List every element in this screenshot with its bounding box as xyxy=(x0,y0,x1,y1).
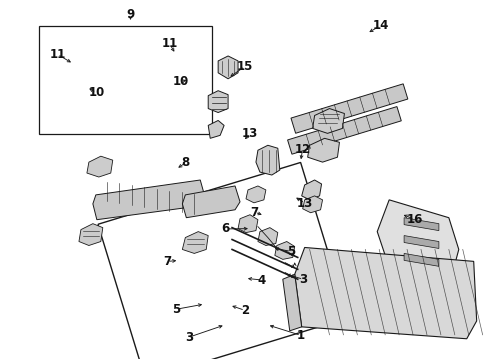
Polygon shape xyxy=(246,186,266,203)
Text: 12: 12 xyxy=(294,143,311,156)
Polygon shape xyxy=(288,107,401,154)
Polygon shape xyxy=(79,224,103,246)
Polygon shape xyxy=(182,231,208,253)
Text: 10: 10 xyxy=(88,86,104,99)
Polygon shape xyxy=(303,196,322,213)
Text: 4: 4 xyxy=(258,274,266,287)
Polygon shape xyxy=(404,218,439,231)
Polygon shape xyxy=(93,180,205,220)
Text: 13: 13 xyxy=(242,127,258,140)
Polygon shape xyxy=(87,156,113,177)
Text: 11: 11 xyxy=(49,48,66,61)
Polygon shape xyxy=(182,186,240,218)
Text: 16: 16 xyxy=(406,213,423,226)
Text: 9: 9 xyxy=(126,9,135,22)
Polygon shape xyxy=(208,121,224,138)
Polygon shape xyxy=(404,253,439,266)
Polygon shape xyxy=(377,200,459,279)
Text: 11: 11 xyxy=(161,37,177,50)
Polygon shape xyxy=(308,138,340,162)
Text: 5: 5 xyxy=(287,245,295,258)
Polygon shape xyxy=(218,56,238,79)
Text: 8: 8 xyxy=(181,156,190,169)
Polygon shape xyxy=(258,228,278,246)
Text: 7: 7 xyxy=(251,206,259,219)
Polygon shape xyxy=(302,180,321,200)
Text: 2: 2 xyxy=(241,304,249,317)
Text: 15: 15 xyxy=(237,60,253,73)
Polygon shape xyxy=(256,145,280,175)
Text: 14: 14 xyxy=(372,19,389,32)
Text: 5: 5 xyxy=(172,303,180,316)
Text: 7: 7 xyxy=(163,255,171,268)
Polygon shape xyxy=(238,215,258,233)
Polygon shape xyxy=(208,91,228,113)
Polygon shape xyxy=(291,84,408,133)
Polygon shape xyxy=(275,242,294,260)
Polygon shape xyxy=(283,274,302,331)
Bar xyxy=(39,26,212,134)
Polygon shape xyxy=(313,109,344,133)
Polygon shape xyxy=(294,247,477,339)
Text: 13: 13 xyxy=(297,197,313,210)
Polygon shape xyxy=(404,235,439,248)
Text: 3: 3 xyxy=(299,273,308,286)
Text: 10: 10 xyxy=(172,75,189,88)
Text: 1: 1 xyxy=(297,329,305,342)
Text: 6: 6 xyxy=(221,222,230,235)
Text: 3: 3 xyxy=(185,331,193,344)
